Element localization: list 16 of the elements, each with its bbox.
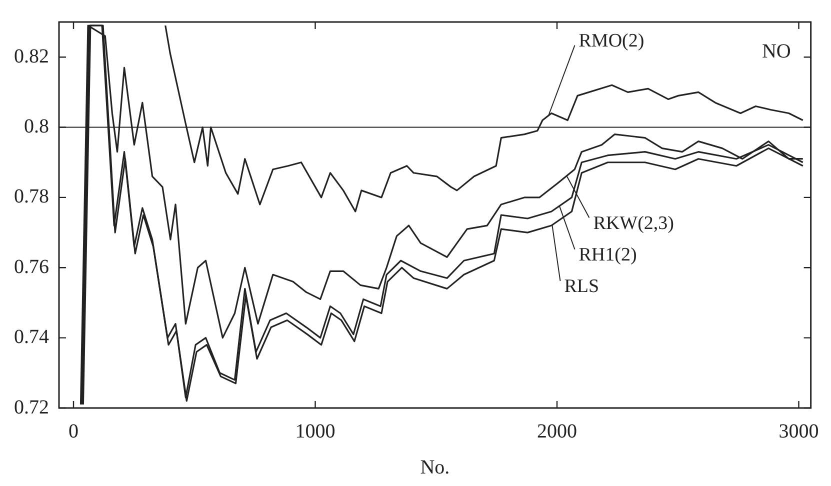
y-tick-label: 0.74 (14, 326, 49, 348)
y-tick-label: 0.82 (14, 45, 49, 68)
x-tick-label: 2000 (536, 420, 577, 442)
y-tick-label: 0.8 (24, 116, 49, 138)
series-label: RMO(2) (578, 30, 644, 52)
text: RLS (564, 276, 600, 297)
legend-label: RKW(2,3) (593, 212, 674, 234)
x-tick-label: 1000 (295, 420, 336, 442)
x-tick-label: 3000 (778, 420, 819, 442)
y-tick-label: 0.76 (14, 256, 49, 278)
annotation: NO (762, 40, 791, 62)
x-axis-title: No. (420, 456, 450, 478)
y-tick-label: 0.72 (14, 396, 49, 418)
x-tick-label: 0 (68, 420, 79, 442)
legend-label: RH1(2) (578, 244, 637, 266)
y-tick-label: 0.78 (14, 186, 49, 208)
